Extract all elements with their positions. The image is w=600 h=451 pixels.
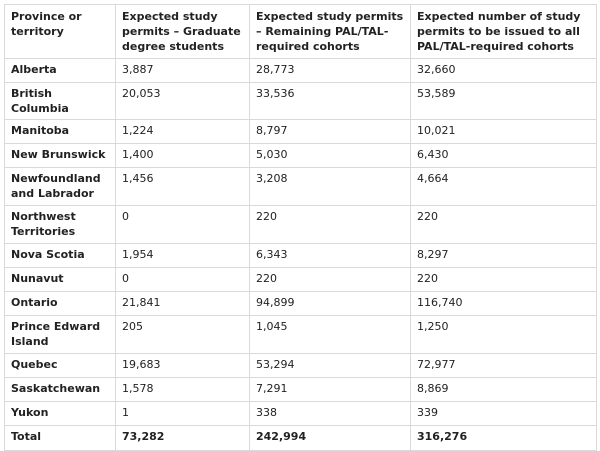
table-row: Prince Edward Island 205 1,045 1,250 [4, 315, 597, 354]
total-cell: 1,250 [410, 315, 597, 354]
graduate-cell: 0 [115, 267, 250, 292]
total-overall-cell: 316,276 [410, 425, 597, 451]
province-cell: British Columbia [4, 82, 116, 120]
graduate-cell: 1,400 [115, 143, 250, 168]
header-graduate-permits: Expected study permits – Graduate degree… [115, 4, 250, 59]
table-row: Ontario 21,841 94,899 116,740 [4, 291, 597, 316]
province-cell: Newfoundland and Labrador [4, 167, 116, 206]
remaining-cell: 1,045 [249, 315, 411, 354]
total-cell: 220 [410, 267, 597, 292]
table-row: New Brunswick 1,400 5,030 6,430 [4, 143, 597, 168]
province-cell: Nunavut [4, 267, 116, 292]
remaining-cell: 94,899 [249, 291, 411, 316]
graduate-cell: 1 [115, 401, 250, 426]
total-cell: 53,589 [410, 82, 597, 120]
province-cell: Northwest Territories [4, 205, 116, 244]
total-cell: 6,430 [410, 143, 597, 168]
province-cell: Ontario [4, 291, 116, 316]
total-cell: 116,740 [410, 291, 597, 316]
remaining-cell: 28,773 [249, 58, 411, 83]
table-row: Northwest Territories 0 220 220 [4, 205, 597, 244]
header-province: Province or territory [4, 4, 116, 59]
graduate-cell: 3,887 [115, 58, 250, 83]
total-cell: 10,021 [410, 119, 597, 144]
table-row: Quebec 19,683 53,294 72,977 [4, 353, 597, 378]
remaining-cell: 220 [249, 205, 411, 244]
remaining-cell: 338 [249, 401, 411, 426]
table-row: Nova Scotia 1,954 6,343 8,297 [4, 243, 597, 268]
total-cell: 4,664 [410, 167, 597, 206]
province-cell: New Brunswick [4, 143, 116, 168]
graduate-cell: 1,456 [115, 167, 250, 206]
graduate-cell: 21,841 [115, 291, 250, 316]
table-row: Saskatchewan 1,578 7,291 8,869 [4, 377, 597, 402]
remaining-cell: 5,030 [249, 143, 411, 168]
graduate-cell: 1,224 [115, 119, 250, 144]
table-header: Province or territory Expected study per… [4, 4, 597, 59]
table-body: Alberta 3,887 28,773 32,660 British Colu… [4, 58, 597, 451]
total-graduate-cell: 73,282 [115, 425, 250, 451]
table-row: British Columbia 20,053 33,536 53,589 [4, 82, 597, 120]
total-cell: 339 [410, 401, 597, 426]
total-label-cell: Total [4, 425, 116, 451]
table-row: Nunavut 0 220 220 [4, 267, 597, 292]
graduate-cell: 20,053 [115, 82, 250, 120]
total-cell: 8,869 [410, 377, 597, 402]
header-total-permits: Expected number of study permits to be i… [410, 4, 597, 59]
graduate-cell: 0 [115, 205, 250, 244]
province-cell: Nova Scotia [4, 243, 116, 268]
table-row: Newfoundland and Labrador 1,456 3,208 4,… [4, 167, 597, 206]
table-row: Yukon 1 338 339 [4, 401, 597, 426]
header-row: Province or territory Expected study per… [4, 4, 597, 59]
remaining-cell: 7,291 [249, 377, 411, 402]
province-cell: Quebec [4, 353, 116, 378]
graduate-cell: 205 [115, 315, 250, 354]
graduate-cell: 19,683 [115, 353, 250, 378]
remaining-cell: 8,797 [249, 119, 411, 144]
remaining-cell: 220 [249, 267, 411, 292]
total-cell: 220 [410, 205, 597, 244]
total-remaining-cell: 242,994 [249, 425, 411, 451]
remaining-cell: 6,343 [249, 243, 411, 268]
remaining-cell: 33,536 [249, 82, 411, 120]
total-row: Total 73,282 242,994 316,276 [4, 425, 597, 451]
total-cell: 8,297 [410, 243, 597, 268]
province-cell: Prince Edward Island [4, 315, 116, 354]
remaining-cell: 53,294 [249, 353, 411, 378]
graduate-cell: 1,578 [115, 377, 250, 402]
header-remaining-permits: Expected study permits – Remaining PAL/T… [249, 4, 411, 59]
remaining-cell: 3,208 [249, 167, 411, 206]
graduate-cell: 1,954 [115, 243, 250, 268]
province-cell: Alberta [4, 58, 116, 83]
study-permits-table: Province or territory Expected study per… [4, 4, 597, 451]
province-cell: Manitoba [4, 119, 116, 144]
province-cell: Saskatchewan [4, 377, 116, 402]
table-row: Alberta 3,887 28,773 32,660 [4, 58, 597, 83]
total-cell: 32,660 [410, 58, 597, 83]
province-cell: Yukon [4, 401, 116, 426]
total-cell: 72,977 [410, 353, 597, 378]
table-row: Manitoba 1,224 8,797 10,021 [4, 119, 597, 144]
